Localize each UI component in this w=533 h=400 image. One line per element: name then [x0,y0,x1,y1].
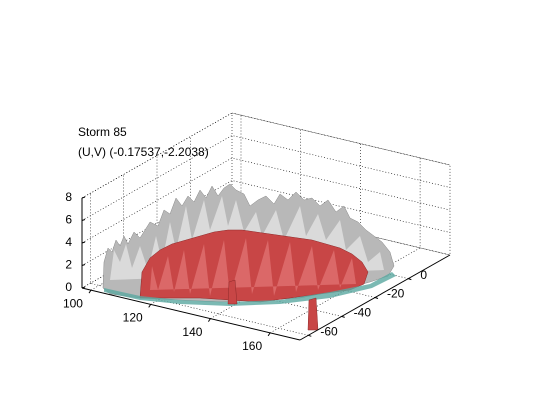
teal-base [104,272,396,306]
chart-title: Storm 85 [78,125,127,139]
box-edge [231,112,451,255]
chart-subtitle: (U,V) (-0.17537,-2.2038) [78,145,209,159]
x-tick-label: 120 [123,311,143,325]
isosurface [102,183,396,331]
y-tick [408,278,412,281]
z-tick-label: 8 [65,190,72,204]
x-tick [267,332,271,337]
y-tick [341,315,345,318]
z-tick-label: 6 [65,213,72,227]
z-tick-label: 0 [65,280,72,294]
grid-line [81,135,451,221]
y-tick-label: -20 [387,287,405,301]
y-tick-label: -60 [320,324,338,338]
y-tick-label: -40 [354,306,372,320]
red-pillar [227,279,238,305]
z-tick [81,241,86,244]
z-tick [81,264,86,266]
z-tick-label: 4 [65,235,72,249]
y-tick [308,334,312,337]
x-tick [148,304,152,308]
x-axis [81,287,301,341]
x-tick [207,318,211,322]
x-tick-label: 100 [63,296,83,310]
grid-line [81,112,451,199]
x-tick [88,289,92,294]
z-tick [81,286,86,289]
y-tick [374,297,379,299]
axis-layer: 100 120 140 160 -60 -40 -20 0 0 2 4 6 8 [63,190,451,353]
x-tick-label: 140 [182,325,202,339]
red-highlight [150,238,356,296]
z-tick [81,219,86,221]
grid-line [81,157,451,244]
box-edge [231,202,451,256]
x-tick-label: 160 [242,339,262,353]
z-tick [81,196,86,199]
z-tick-label: 2 [65,258,72,272]
y-tick-label: 0 [420,268,427,282]
grid-line [269,157,421,334]
red-pillar [307,297,319,331]
